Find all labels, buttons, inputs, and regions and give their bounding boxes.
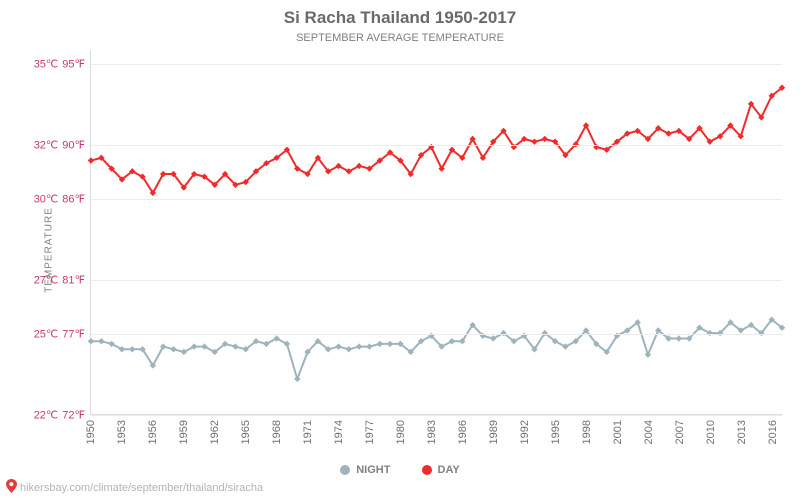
x-tick: 1950 <box>85 420 97 444</box>
x-tick: 1992 <box>519 420 531 444</box>
x-tick: 1968 <box>271 420 283 444</box>
night-marker <box>356 343 362 349</box>
gridline <box>91 415 782 416</box>
x-tick: 1977 <box>364 420 376 444</box>
legend-dot-night <box>340 465 350 475</box>
night-marker <box>232 343 238 349</box>
night-marker <box>170 346 176 352</box>
legend-label-day: DAY <box>438 464 460 476</box>
legend-item-day: DAY <box>422 464 460 476</box>
map-pin-icon <box>6 479 17 496</box>
y-tick: 25℃77℉ <box>34 327 85 340</box>
night-marker <box>366 343 372 349</box>
x-tick: 1965 <box>240 420 252 444</box>
gridline <box>91 145 782 146</box>
x-tick: 1959 <box>178 420 190 444</box>
x-tick: 2013 <box>736 420 748 444</box>
x-tick: 1962 <box>209 420 221 444</box>
night-marker <box>88 338 94 344</box>
x-tick: 1953 <box>116 420 128 444</box>
y-tick: 27℃81℉ <box>34 273 85 286</box>
gridline <box>91 334 782 335</box>
legend-dot-day <box>422 465 432 475</box>
x-tick: 2016 <box>767 420 779 444</box>
footer-url: hikersbay.com/climate/september/thailand… <box>20 482 263 494</box>
legend-label-night: NIGHT <box>356 464 390 476</box>
night-marker <box>645 351 651 357</box>
x-tick: 2007 <box>674 420 686 444</box>
legend: NIGHT DAY <box>0 464 800 478</box>
footer: hikersbay.com/climate/september/thailand… <box>6 479 263 496</box>
chart-svg <box>91 50 782 414</box>
x-tick: 2001 <box>612 420 624 444</box>
night-line <box>91 320 782 379</box>
day-marker <box>88 157 94 163</box>
y-tick: 30℃86℉ <box>34 192 85 205</box>
y-tick: 32℃90℉ <box>34 138 85 151</box>
x-tick: 2010 <box>705 420 717 444</box>
x-tick: 1983 <box>426 420 438 444</box>
chart-subtitle: SEPTEMBER AVERAGE TEMPERATURE <box>0 32 800 44</box>
y-tick: 35℃95℉ <box>34 57 85 70</box>
chart-title: Si Racha Thailand 1950-2017 <box>0 8 800 28</box>
x-tick: 1986 <box>457 420 469 444</box>
x-tick: 1956 <box>147 420 159 444</box>
night-marker <box>676 335 682 341</box>
gridline <box>91 280 782 281</box>
night-marker <box>377 341 383 347</box>
x-tick: 1995 <box>550 420 562 444</box>
day-marker <box>542 136 548 142</box>
x-tick: 1980 <box>395 420 407 444</box>
night-marker <box>387 341 393 347</box>
night-marker <box>335 343 341 349</box>
legend-item-night: NIGHT <box>340 464 390 476</box>
night-marker <box>346 346 352 352</box>
plot-area: 22℃72℉25℃77℉27℃81℉30℃86℉32℃90℉35℃95℉1950… <box>90 50 782 415</box>
gridline <box>91 64 782 65</box>
x-tick: 2004 <box>643 420 655 444</box>
y-tick: 22℃72℉ <box>34 409 85 422</box>
x-tick: 1989 <box>488 420 500 444</box>
x-tick: 1974 <box>333 420 345 444</box>
x-tick: 1998 <box>581 420 593 444</box>
night-marker <box>129 346 135 352</box>
gridline <box>91 199 782 200</box>
x-tick: 1971 <box>302 420 314 444</box>
night-marker <box>98 338 104 344</box>
night-marker <box>294 376 300 382</box>
day-line <box>91 88 782 193</box>
